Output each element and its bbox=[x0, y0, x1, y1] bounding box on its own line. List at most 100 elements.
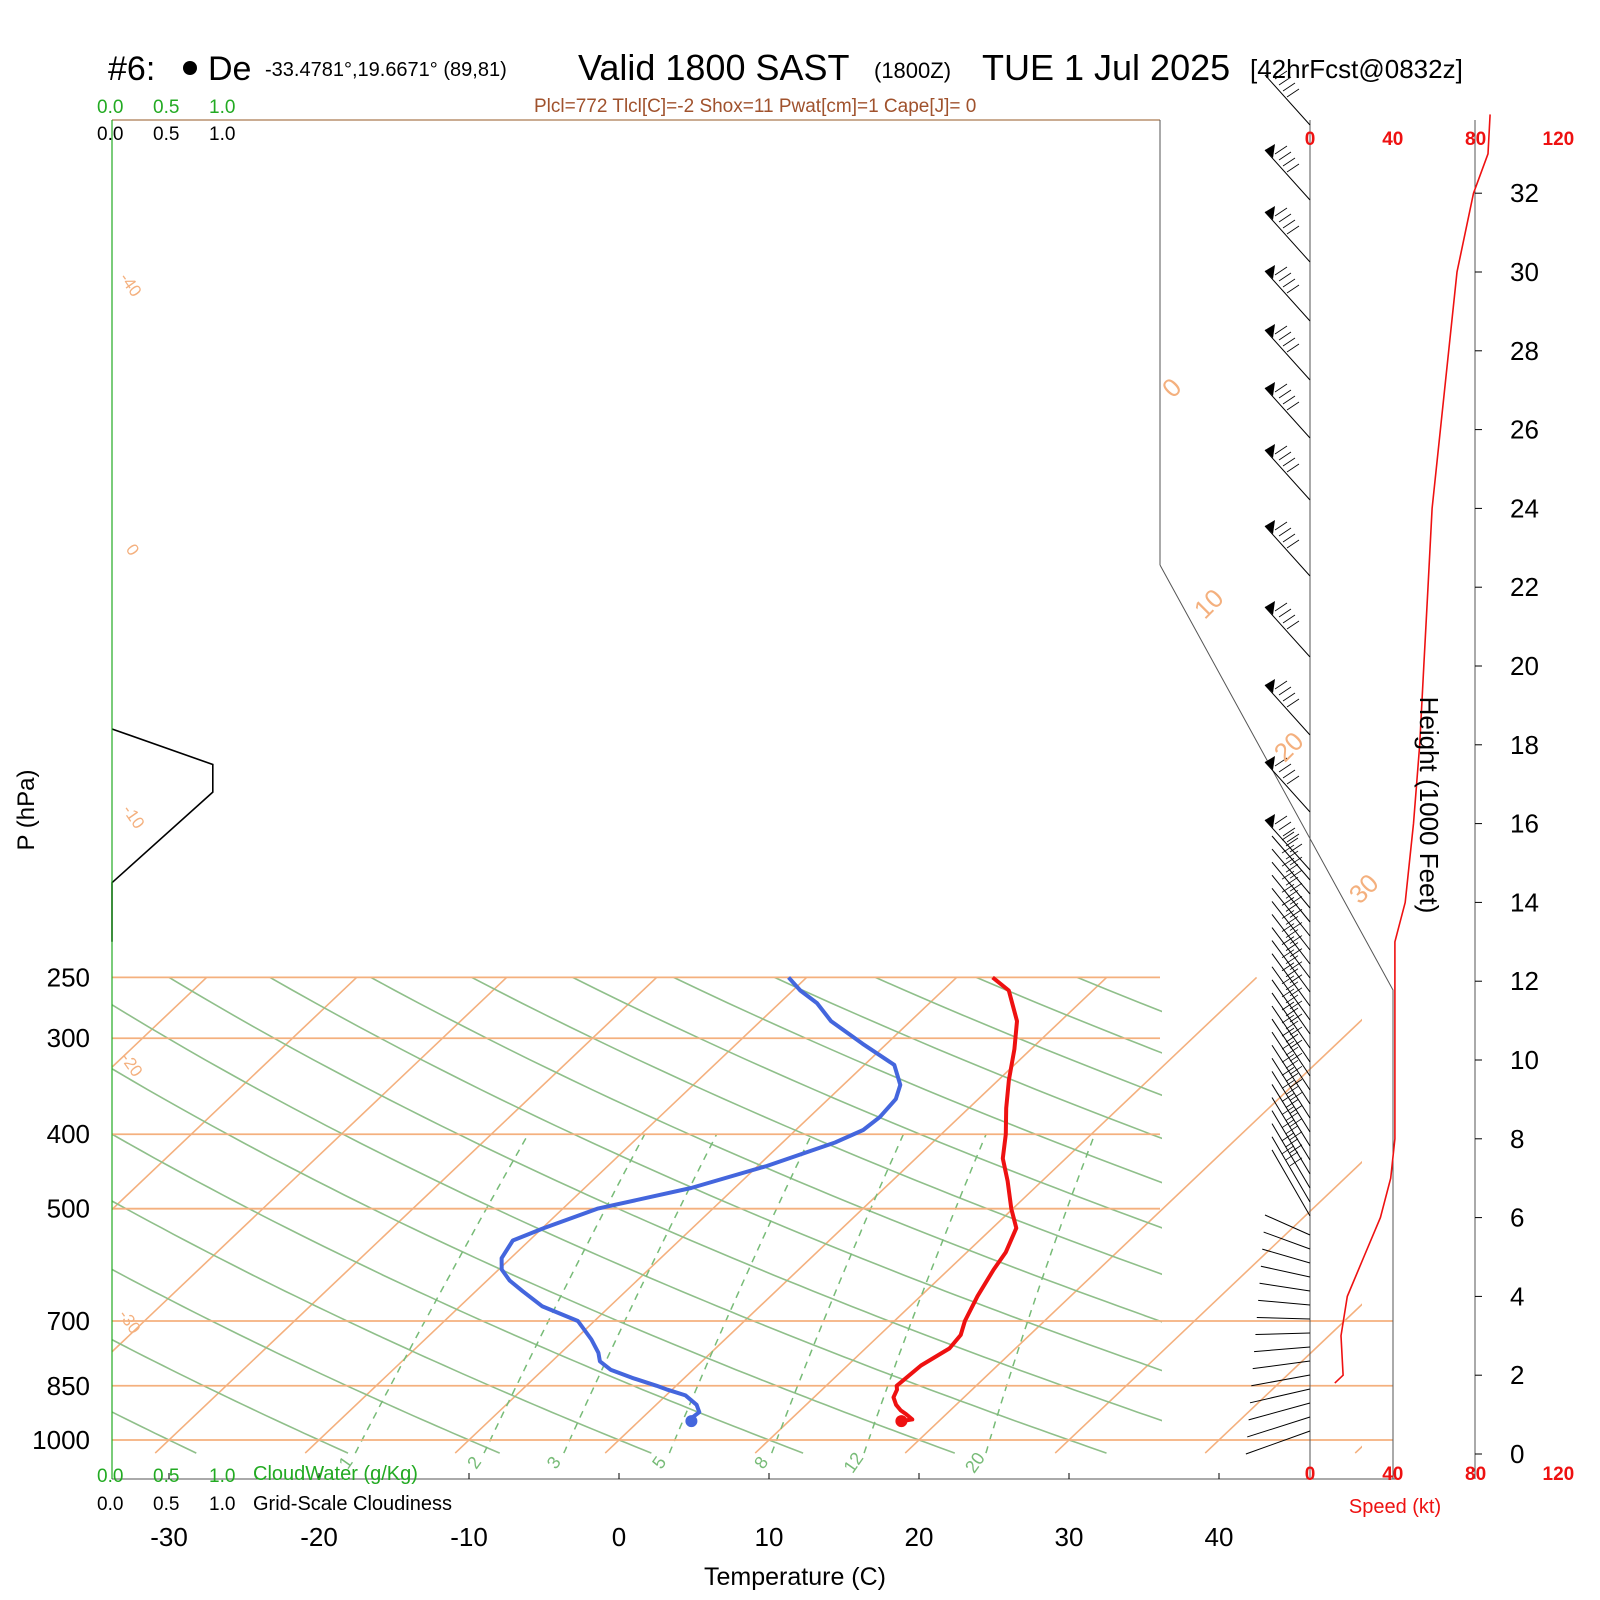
isotherm-lines bbox=[112, 976, 1362, 1454]
wind-barb-icon bbox=[1252, 1360, 1311, 1370]
mixing-ratio-label: 2 bbox=[463, 1453, 485, 1473]
wind-barb-icon bbox=[1254, 1346, 1311, 1353]
wind-barbs bbox=[1245, 70, 1311, 1455]
isotherm-line bbox=[112, 976, 508, 1353]
isotherm-line bbox=[604, 976, 1108, 1454]
cloudiness-label: Grid-Scale Cloudiness bbox=[253, 1493, 452, 1515]
dry-adiabat-line bbox=[875, 976, 1162, 1097]
x-tick-label: 20 bbox=[905, 1522, 934, 1552]
wind-barb-icon bbox=[1271, 1001, 1311, 1063]
isotherm-line bbox=[1354, 1445, 1362, 1454]
dry-adiabat-line bbox=[975, 976, 1162, 1054]
wind-barb-icon bbox=[1271, 844, 1311, 895]
dry-adiabat-line bbox=[1481, 977, 1600, 1453]
isotherm-line bbox=[904, 1018, 1362, 1454]
height-tick-label: 4 bbox=[1510, 1281, 1524, 1311]
speed-tick-label: 0 bbox=[1305, 1464, 1316, 1485]
mixing-ratio-line bbox=[668, 1133, 813, 1454]
height-axis-title: Height (1000 Feet) bbox=[1414, 697, 1444, 914]
dry-adiabat-line bbox=[774, 976, 1162, 1140]
cloudiness-profile bbox=[111, 728, 214, 942]
wind-barb-icon bbox=[1259, 1282, 1311, 1292]
dry-adiabat-line bbox=[471, 976, 1162, 1276]
dry-adiabat-line bbox=[673, 976, 1162, 1184]
isotherm-label: -30 bbox=[115, 1306, 145, 1337]
wind-barb-icon bbox=[1264, 1214, 1311, 1236]
bottom-black-tick-1: 0.5 bbox=[153, 1494, 179, 1515]
isotherm-line bbox=[1054, 1160, 1362, 1454]
mixing-ratio-line bbox=[483, 1133, 646, 1454]
cloudwater-label: CloudWater (g/Kg) bbox=[253, 1463, 418, 1485]
forecast-label: [42hrFcst@0832z] bbox=[1250, 54, 1463, 84]
wind-barb-icon bbox=[1271, 936, 1311, 993]
isotherm-line bbox=[304, 976, 808, 1454]
isotherm-line bbox=[112, 976, 358, 1211]
wind-barb-icon bbox=[1271, 1132, 1311, 1203]
wind-barb-icon bbox=[1264, 265, 1311, 322]
x-axis-ticks: -30 -20 -10 0 10 20 30 40 bbox=[150, 1473, 1233, 1552]
top-black-tick-2: 1.0 bbox=[209, 124, 235, 145]
x-tick-label: -10 bbox=[450, 1522, 488, 1552]
isotherm-label: 10 bbox=[1188, 583, 1230, 625]
dry-adiabat-lines bbox=[112, 976, 1600, 1454]
y-tick-label: 250 bbox=[47, 962, 90, 992]
height-tick-label: 8 bbox=[1510, 1124, 1524, 1154]
wind-barb-icon bbox=[1271, 910, 1311, 965]
wind-barb-icon bbox=[1264, 144, 1311, 201]
height-tick-label: 32 bbox=[1510, 178, 1539, 208]
wind-barb-icon bbox=[1271, 962, 1311, 1021]
top-green-tick-0: 0.0 bbox=[97, 97, 123, 118]
wind-barb-icon bbox=[1271, 1145, 1311, 1217]
speed-tick-label: 80 bbox=[1465, 1464, 1486, 1485]
speed-tick-label: 80 bbox=[1465, 129, 1486, 150]
dry-adiabat-line bbox=[269, 976, 1162, 1372]
mixing-ratio-line bbox=[863, 1133, 987, 1454]
wind-barb-icon bbox=[1264, 206, 1311, 263]
height-tick-label: 24 bbox=[1510, 493, 1539, 523]
x-tick-label: -30 bbox=[150, 1522, 188, 1552]
wind-barb-icon bbox=[1271, 923, 1311, 979]
x-axis-title: Temperature (C) bbox=[704, 1563, 886, 1591]
wind-barb-icon bbox=[1271, 857, 1311, 909]
wind-barb-icon bbox=[1271, 975, 1311, 1035]
wind-barb-icon bbox=[1264, 70, 1311, 126]
speed-tick-label: 40 bbox=[1382, 1464, 1403, 1485]
wind-barb-icon bbox=[1271, 1106, 1311, 1175]
speed-axis-title: Speed (kt) bbox=[1349, 1496, 1441, 1518]
dry-adiabat-line bbox=[168, 976, 1162, 1422]
isotherm-label: 0 bbox=[1156, 372, 1187, 403]
x-tick-label: 0 bbox=[612, 1522, 626, 1552]
valid-time: Valid 1800 SAST bbox=[578, 47, 850, 88]
height-tick-label: 22 bbox=[1510, 572, 1539, 602]
height-tick-label: 14 bbox=[1510, 887, 1539, 917]
wind-barb-icon bbox=[1264, 444, 1311, 501]
wind-barb-icon bbox=[1264, 814, 1311, 871]
y-tick-label: 850 bbox=[47, 1371, 90, 1401]
temperature-line bbox=[891, 975, 1019, 1424]
dry-adiabat-line bbox=[112, 1338, 349, 1454]
dry-adiabat-line bbox=[112, 1067, 956, 1454]
dewpoint-line bbox=[499, 976, 903, 1422]
isotherm-label: -10 bbox=[119, 801, 149, 832]
x-tick-label: 10 bbox=[755, 1522, 784, 1552]
bottom-black-tick-2: 1.0 bbox=[209, 1494, 235, 1515]
height-tick-label: 28 bbox=[1510, 336, 1539, 366]
dry-adiabat-line bbox=[1279, 977, 1600, 1453]
y-tick-label: 400 bbox=[47, 1119, 90, 1149]
mixing-ratio-label: 5 bbox=[648, 1453, 670, 1473]
isotherm-label: -40 bbox=[116, 269, 146, 300]
wind-barb-icon bbox=[1249, 1388, 1311, 1404]
dry-adiabat-line bbox=[112, 1003, 1107, 1454]
wind-barb-icon bbox=[1255, 1332, 1311, 1336]
isotherm-line bbox=[454, 976, 958, 1454]
station-coords: -33.4781°,19.6671° (89,81) bbox=[265, 59, 507, 81]
x-tick-label: 40 bbox=[1205, 1522, 1234, 1552]
wind-barb-icon bbox=[1264, 520, 1311, 577]
y-axis-ticks: 250 300 400 500 700 850 1000 bbox=[32, 962, 90, 1455]
station-name: De bbox=[208, 50, 251, 88]
height-tick-label: 10 bbox=[1510, 1045, 1539, 1075]
mixing-ratio-label: 12 bbox=[839, 1449, 867, 1477]
isobar-lines bbox=[112, 976, 1393, 1441]
mixing-ratio-label: 20 bbox=[961, 1449, 989, 1477]
